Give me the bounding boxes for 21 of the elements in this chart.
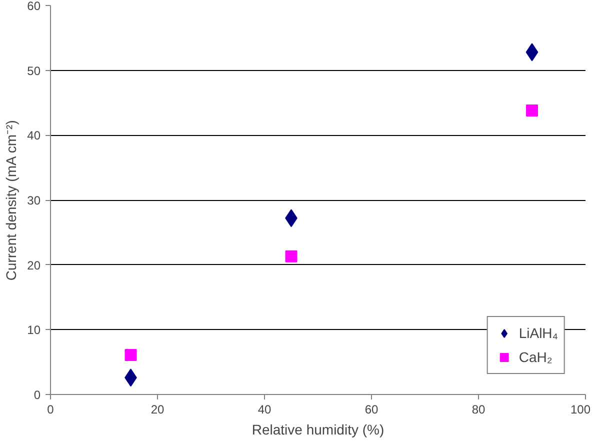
y-tick-label: 60 [27,0,41,13]
legend-label: LiAlH₄ [518,325,558,341]
point [526,104,538,117]
point [124,348,137,361]
point [526,43,538,62]
x-tick-label: 20 [150,402,164,416]
y-tick-label: 0 [34,388,41,402]
x-tick-label: 60 [364,402,378,416]
y-axis-title: Current density (mA cm⁻²) [3,120,20,281]
y-tick-label: 40 [27,128,41,143]
x-tick-label: 80 [472,402,486,416]
x-axis-title: Relative humidity (%) [252,422,384,438]
y-tick-label: 50 [27,64,41,78]
y-tick-label: 10 [27,323,41,338]
x-tick-label: 0 [47,402,54,416]
legend-label: CaH₂ [518,349,552,365]
y-tick-label: 30 [27,194,41,208]
y-tick-label: 20 [27,258,41,272]
point [285,250,298,262]
x-tick-label: 100 [570,402,591,416]
x-tick-label: 40 [258,402,272,416]
